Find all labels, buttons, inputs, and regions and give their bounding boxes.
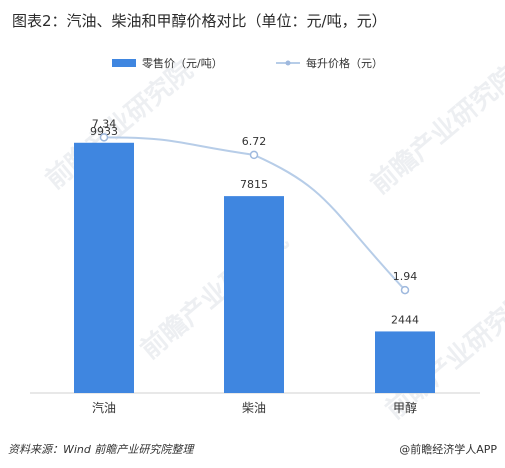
line-points [99, 133, 410, 295]
line-value-label-2: 6.72 [242, 135, 267, 148]
x-tick-labels: 汽油 柴油 甲醇 [92, 400, 417, 415]
bar-3 [375, 331, 435, 393]
bar-1 [74, 142, 134, 393]
bar-series [74, 142, 435, 393]
bar-2 [224, 196, 284, 393]
source-note: 资料来源：Wind 前瞻产业研究院整理 [8, 443, 194, 456]
legend: 零售价（元/吨） 每升价格（元） [112, 56, 383, 70]
legend-line-marker [285, 60, 291, 66]
line-point-2 [249, 150, 259, 160]
line-point-1 [99, 133, 109, 142]
legend-bar-label: 零售价（元/吨） [142, 56, 223, 70]
line-value-label-3: 1.94 [393, 270, 418, 283]
bar-value-label-1: 9933 [90, 125, 118, 138]
line-point-3 [400, 285, 410, 295]
bar-value-label-3: 2444 [391, 313, 419, 326]
x-tick-label-2: 柴油 [242, 401, 266, 415]
x-tick-label-1: 汽油 [92, 400, 116, 415]
x-tick-label-3: 甲醇 [393, 400, 417, 415]
bar-value-label-2: 7815 [240, 178, 268, 191]
line-value-labels: 7.34 6.72 1.94 [92, 117, 418, 283]
watermark-2: 前瞻产业研究院 [365, 60, 505, 201]
legend-line-label: 每升价格（元） [306, 56, 383, 70]
line-value-label-1: 7.34 [92, 117, 117, 130]
chart-title: 图表2：汽油、柴油和甲醇价格对比（单位：元/吨，元） [12, 12, 387, 30]
brand-label: @前瞻经济学人APP [399, 443, 497, 456]
bar-value-labels: 9933 7815 2444 [90, 125, 419, 327]
legend-bar-swatch [112, 59, 136, 67]
